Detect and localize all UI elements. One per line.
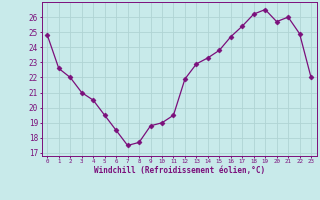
X-axis label: Windchill (Refroidissement éolien,°C): Windchill (Refroidissement éolien,°C) bbox=[94, 166, 265, 175]
